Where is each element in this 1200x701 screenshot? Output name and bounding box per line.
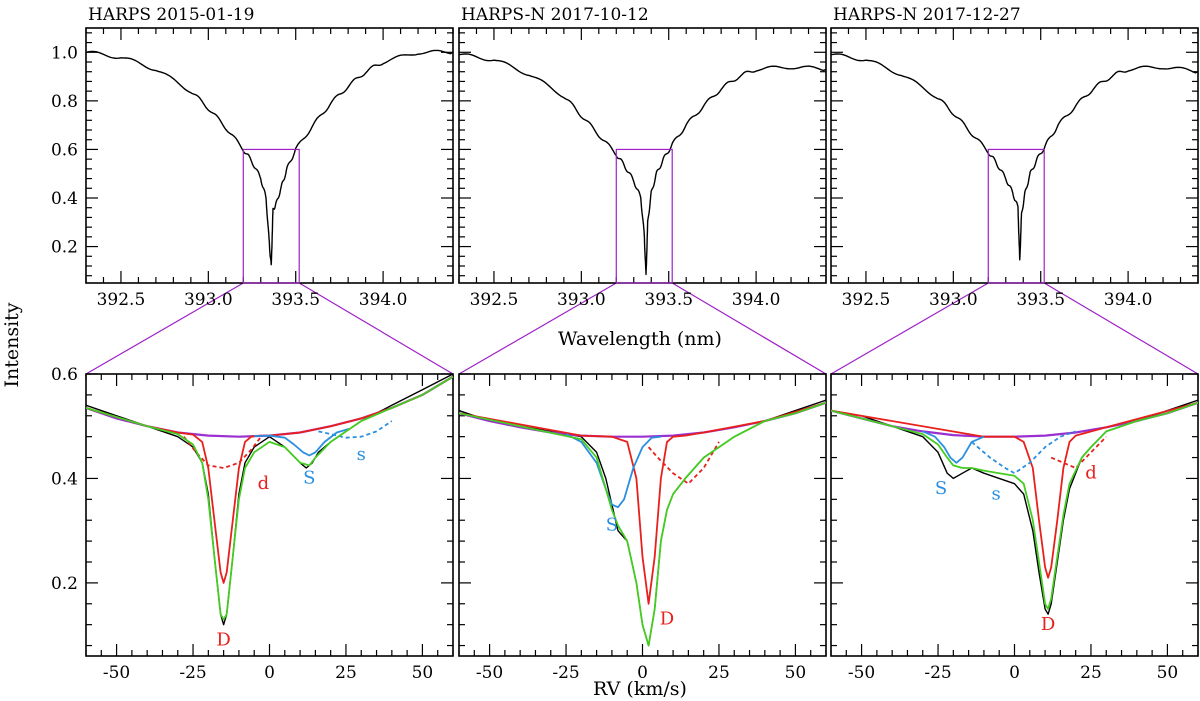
panel-5: -50 -25 0 25 50 S D [458,373,827,683]
x-tick-label: 50 [412,663,434,683]
x-tick-label: 393.0 [557,290,606,310]
x-tick-label: -25 [179,663,206,683]
x-tick-label: 393.5 [1016,290,1065,310]
panel-title: HARPS-N 2017-10-12 [461,5,649,25]
y-tick-label: 0.2 [51,238,78,258]
series-total [459,401,826,647]
series-d [1050,436,1107,469]
panel-title: HARPS-N 2017-12-27 [833,5,1021,25]
zoom-connector-right [1043,282,1199,375]
series-d [647,441,720,485]
x-tick-label: 25 [708,663,730,683]
y-tick-label: 0.2 [51,574,78,594]
panel-3: 392.5 393.0 393.5 394.0 HARPS-N 2017-12-27 [830,5,1199,310]
series-d [183,436,262,469]
plot-area [831,53,1198,261]
series-observed [459,53,826,276]
plot-area [459,53,826,276]
x-tick-label: 392.5 [97,290,146,310]
component-label-D: D [1041,614,1055,635]
plot-area [86,374,453,626]
series-S [254,427,350,457]
y-tick-label: 0.8 [51,92,78,112]
x-tick-label: 392.5 [470,290,519,310]
y-tick-label: 0.6 [51,365,78,385]
x-tick-label: 394.0 [359,290,408,310]
zoom-box [987,148,1045,284]
x-tick-label: 25 [335,663,357,683]
component-label-S: S [303,468,315,489]
series-observed [831,399,1198,615]
component-label-D: D [660,609,674,630]
series-S [922,430,985,464]
series-S [565,433,661,509]
component-label-s: s [992,483,1001,504]
component-label-D: D [216,630,230,651]
x-tick-label: -25 [552,663,579,683]
x-tick-label: 50 [785,663,807,683]
panel-2: 392.5 393.0 393.5 394.0 HARPS-N 2017-10-12 [458,5,827,310]
component-label-d: d [258,473,270,494]
zoom-box [615,148,673,284]
zoom-connector-left [830,282,989,375]
plot-area [86,49,453,266]
plot-frame [458,373,827,657]
x-tick-label: 393.0 [929,290,978,310]
x-tick-label: -50 [103,663,130,683]
series-total [831,401,1198,610]
x-tick-label: 393.5 [271,290,320,310]
series-D [831,401,1198,579]
series-observed [831,53,1198,261]
zoom-connector-left [85,282,244,375]
panels: 392.5 393.0 393.5 394.0 0.2 0.4 0.6 0.8 1.0 HARPS… [51,5,1199,683]
panel-1: 392.5 393.0 393.5 394.0 0.2 0.4 0.6 0.8 1.0 HARPS… [51,5,454,310]
x-tick-label: 394.0 [1104,290,1153,310]
component-label-d: d [1085,462,1097,483]
component-label-S: S [606,515,618,536]
series-total [86,375,453,621]
series-D [459,401,826,605]
zoom-connector-right [671,282,827,375]
x-tick-label: 393.0 [184,290,233,310]
top-x-axis-title: Wavelength (nm) [558,328,722,350]
zoom-connectors [85,282,1199,375]
y-tick-label: 1.0 [51,43,78,63]
x-tick-label: 392.5 [842,290,891,310]
panel-title: HARPS 2015-01-19 [88,5,254,25]
y-tick-label: 0.4 [51,469,78,489]
panel-6: -50 -25 0 25 50 S s d D [830,373,1199,683]
x-tick-label: 393.5 [644,290,693,310]
y-tick-label: 0.4 [51,189,78,209]
series-observed [86,374,453,626]
x-tick-label: 0 [637,663,648,683]
x-tick-label: 0 [264,663,275,683]
zoom-connector-left [458,282,617,375]
x-tick-label: -25 [924,663,951,683]
series-D [86,375,453,584]
x-tick-label: -50 [476,663,503,683]
x-tick-label: 25 [1080,663,1102,683]
zoom-box [242,148,300,284]
plot-frame [830,373,1199,657]
component-label-S: S [935,478,947,499]
x-tick-label: 50 [1157,663,1179,683]
x-tick-label: 0 [1009,663,1020,683]
plot-area [459,399,826,647]
x-tick-label: -50 [848,663,875,683]
series-observed [86,49,453,266]
x-tick-label: 394.0 [732,290,781,310]
y-tick-label: 0.6 [51,140,78,160]
series-s [318,420,393,439]
component-label-s: s [357,444,366,465]
zoom-connector-right [298,282,454,375]
y-axis-title: Intensity [1,302,23,387]
plot-frame [85,373,454,657]
panel-4: -50 -25 0 25 50 0.2 0.4 0.6 Dd Ss [51,365,454,683]
bottom-x-axis-title: RV (km/s) [593,678,687,700]
plot-area [831,399,1198,615]
